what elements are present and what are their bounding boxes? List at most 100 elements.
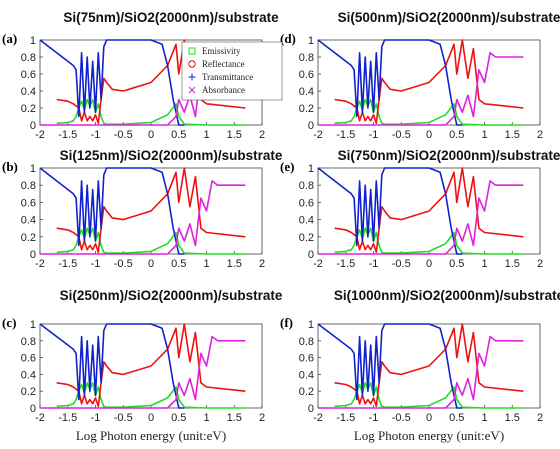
series-line-absorbance [318, 51, 524, 126]
y-tick-label: 0.4 [21, 369, 36, 381]
x-tick-label: 2 [259, 258, 265, 270]
y-tick-label: 0.2 [21, 386, 36, 398]
series-line-reflectance [334, 39, 524, 125]
y-tick-label: 0.6 [21, 353, 36, 365]
x-axis-label: Log Photon energy (unit:eV) [76, 428, 226, 443]
y-tick-label: 0 [308, 249, 314, 261]
panel-c: Si(250nm)/SiO2(2000nm)/substrate (c) -2 -1.… [2, 288, 283, 424]
legend: Emissivity Reflectance Transmittance Absorb… [181, 41, 283, 101]
y-tick-label: 0.2 [21, 232, 36, 244]
legend-marker-reflectance [188, 60, 196, 68]
y-tick-label: 1 [30, 163, 36, 175]
x-tick-label: 0 [426, 412, 432, 424]
x-tick-label: -1.5 [336, 412, 355, 424]
x-tick-label: -0.5 [114, 258, 133, 270]
x-tick-label: 1.5 [227, 129, 242, 141]
y-tick-label: 1 [30, 319, 36, 331]
x-tick-label: 2 [537, 412, 543, 424]
y-tick-label: 0.4 [21, 215, 36, 227]
x-tick-label: -2 [313, 129, 323, 141]
x-tick-label: -1 [369, 412, 379, 424]
x-tick-label: -1.5 [336, 129, 355, 141]
x-tick-label: 2 [537, 258, 543, 270]
x-tick-label: 2 [259, 412, 265, 424]
x-tick-label: -2 [313, 258, 323, 270]
legend-marker-transmittance [188, 73, 196, 81]
panel-title: Si(750nm)/SiO2(2000nm)/substrate [338, 148, 560, 163]
x-tick-label: -1.5 [58, 129, 77, 141]
series-line-reflectance [334, 167, 524, 254]
y-tick-label: 0.4 [299, 369, 314, 381]
panel-label: (a) [2, 31, 17, 46]
x-tick-label: -1 [369, 258, 379, 270]
x-tick-label: -1 [91, 412, 101, 424]
x-tick-label: -2 [35, 412, 45, 424]
x-tick-label: 1.5 [227, 412, 242, 424]
panel-title: Si(500nm)/SiO2(2000nm)/substrate [338, 10, 560, 25]
panel-label: (d) [280, 31, 296, 46]
x-tick-label: 0.5 [449, 412, 464, 424]
x-tick-label: 0.5 [449, 129, 464, 141]
series-line-transmittance [39, 167, 185, 255]
series-line-absorbance [318, 180, 524, 255]
x-tick-label: 1 [481, 412, 487, 424]
x-tick-label: 0 [426, 258, 432, 270]
series-line-transmittance [317, 323, 463, 409]
panel-title: Si(1000nm)/SiO2(2000nm)/substrate [334, 288, 560, 303]
series-line-transmittance [317, 167, 463, 255]
y-tick-label: 0.2 [299, 103, 314, 115]
legend-label: Reflectance [202, 59, 244, 69]
x-tick-label: 0.5 [171, 258, 186, 270]
x-tick-label: -0.5 [392, 129, 411, 141]
x-tick-label: -1.5 [58, 258, 77, 270]
x-tick-label: -0.5 [114, 412, 133, 424]
x-tick-label: 1.5 [505, 258, 520, 270]
y-tick-label: 0.6 [299, 353, 314, 365]
y-tick-label: 0 [30, 120, 36, 132]
y-tick-label: 0 [308, 403, 314, 415]
panel-f: Si(1000nm)/SiO2(2000nm)/substrate (f) -2 -1… [280, 288, 560, 424]
y-tick-label: 0 [30, 249, 36, 261]
y-tick-label: 0.2 [21, 103, 36, 115]
y-tick-label: 1 [308, 163, 314, 175]
x-tick-label: 1.5 [505, 412, 520, 424]
panel-d: Si(500nm)/SiO2(2000nm)/substrate (d) -2 -1.… [280, 10, 560, 141]
series-line-absorbance [40, 335, 246, 409]
y-tick-label: 0.4 [299, 86, 314, 98]
series-line-absorbance [40, 180, 246, 255]
panel-label: (f) [280, 315, 293, 330]
x-tick-label: -1 [369, 129, 379, 141]
x-tick-label: 1 [203, 412, 209, 424]
series-line-transmittance [317, 39, 463, 126]
x-tick-label: 0.5 [171, 129, 186, 141]
legend-label: Emissivity [202, 46, 241, 56]
x-tick-label: 0 [148, 258, 154, 270]
y-tick-label: 0.8 [21, 336, 36, 348]
legend-label: Absorbance [202, 85, 245, 95]
panel-e: Si(750nm)/SiO2(2000nm)/substrate (e) -2 -1.… [280, 148, 560, 270]
series-line-reflectance [334, 323, 524, 408]
x-tick-label: -2 [313, 412, 323, 424]
x-tick-label: 1.5 [227, 258, 242, 270]
y-tick-label: 0.8 [21, 52, 36, 64]
panel-b: Si(125nm)/SiO2(2000nm)/substrate (b) -2 -1.… [2, 148, 283, 270]
x-tick-label: 0.5 [171, 412, 186, 424]
x-tick-label: -1 [91, 258, 101, 270]
y-tick-label: 0.4 [21, 86, 36, 98]
panel-title: Si(125nm)/SiO2(2000nm)/substrate [60, 148, 283, 163]
x-tick-label: -1.5 [58, 412, 77, 424]
x-tick-label: -2 [35, 258, 45, 270]
y-tick-label: 0.6 [299, 197, 314, 209]
y-tick-label: 0.6 [299, 69, 314, 81]
x-tick-label: 1.5 [505, 129, 520, 141]
x-tick-label: 1 [203, 129, 209, 141]
y-tick-label: 0 [30, 403, 36, 415]
y-tick-label: 0.8 [299, 52, 314, 64]
y-tick-label: 0.4 [299, 215, 314, 227]
y-tick-label: 0.6 [21, 69, 36, 81]
legend-marker-emissivity [188, 47, 196, 55]
series-line-reflectance [56, 167, 246, 254]
y-tick-label: 0 [308, 120, 314, 132]
series-line-reflectance [56, 323, 246, 408]
y-tick-label: 0.6 [21, 197, 36, 209]
